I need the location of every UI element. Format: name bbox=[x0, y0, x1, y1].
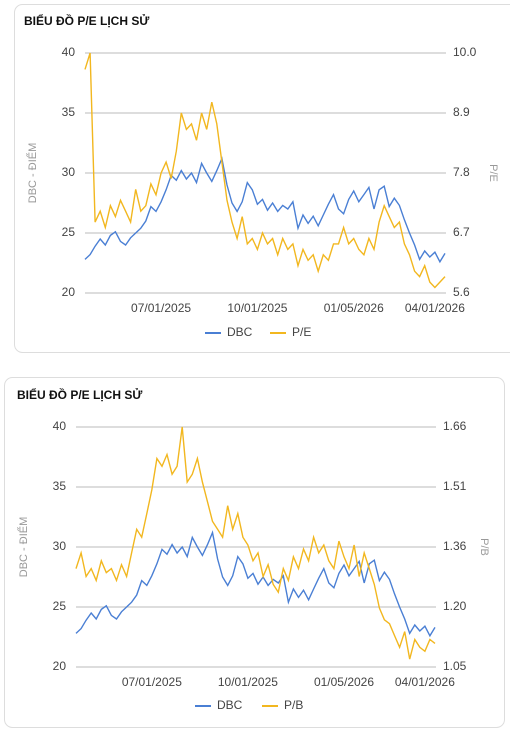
x-tick-label: 07/01/2025 bbox=[122, 675, 182, 689]
x-tick-label: 10/01/2025 bbox=[218, 675, 278, 689]
chart-title: BIỂU ĐỒ P/E LỊCH SỬ bbox=[24, 13, 149, 28]
y2-tick-label: 1.20 bbox=[443, 599, 467, 613]
y2-tick-label: 1.51 bbox=[443, 479, 467, 493]
x-tick-label: 04/01/2026 bbox=[395, 675, 455, 689]
x-tick-label: 10/01/2025 bbox=[227, 301, 287, 315]
y2-axis-label: P/E bbox=[487, 164, 499, 182]
y-tick-label: 20 bbox=[53, 659, 67, 673]
y2-tick-label: 1.36 bbox=[443, 539, 467, 553]
y-axis-label: DBC - ĐIỂM bbox=[17, 517, 30, 578]
legend-label: P/E bbox=[292, 325, 311, 339]
y-tick-label: 20 bbox=[62, 285, 76, 299]
y-tick-label: 40 bbox=[62, 45, 76, 59]
y2-tick-label: 10.0 bbox=[453, 45, 477, 59]
y2-tick-label: 1.05 bbox=[443, 659, 467, 673]
x-tick-label: 04/01/2026 bbox=[405, 301, 465, 315]
y-axis-label: DBC - ĐIỂM bbox=[26, 143, 39, 204]
y-tick-label: 25 bbox=[62, 225, 76, 239]
legend-label: DBC bbox=[227, 325, 253, 339]
y-tick-label: 40 bbox=[53, 419, 67, 433]
y2-tick-label: 1.66 bbox=[443, 419, 467, 433]
y-tick-label: 35 bbox=[62, 105, 76, 119]
x-tick-label: 01/05/2026 bbox=[314, 675, 374, 689]
y2-tick-label: 8.9 bbox=[453, 105, 470, 119]
y2-tick-label: 5.6 bbox=[453, 285, 470, 299]
y-tick-label: 25 bbox=[53, 599, 67, 613]
y2-tick-label: 7.8 bbox=[453, 165, 470, 179]
legend-label: P/B bbox=[284, 698, 303, 712]
y-tick-label: 30 bbox=[53, 539, 67, 553]
x-tick-label: 01/05/2026 bbox=[324, 301, 384, 315]
y2-axis-label: P/B bbox=[478, 538, 490, 556]
y-tick-label: 30 bbox=[62, 165, 76, 179]
y2-tick-label: 6.7 bbox=[453, 225, 470, 239]
chart-title: BIỂU ĐỒ P/E LỊCH SỬ bbox=[17, 387, 142, 402]
y-tick-label: 35 bbox=[53, 479, 67, 493]
x-tick-label: 07/01/2025 bbox=[131, 301, 191, 315]
legend-label: DBC bbox=[217, 698, 243, 712]
